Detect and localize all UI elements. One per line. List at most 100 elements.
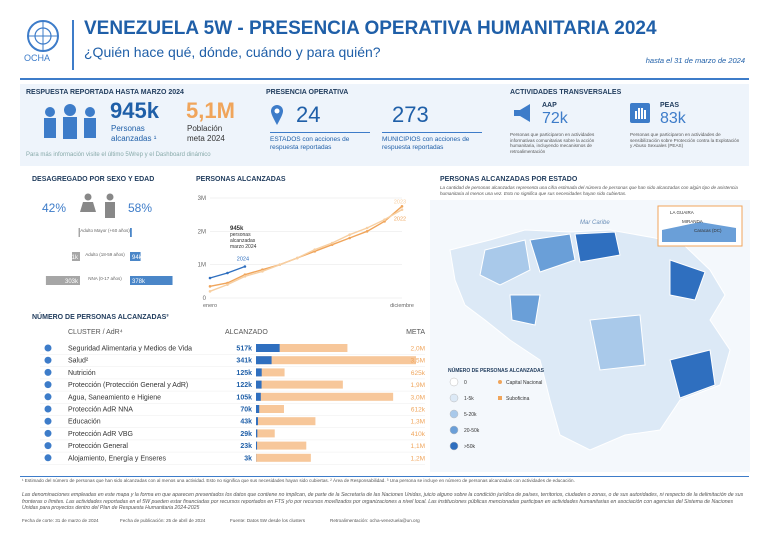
bar: [256, 356, 272, 365]
source: Fuente: Datos 5W desde los clusters: [230, 518, 306, 523]
state: [669, 349, 716, 399]
male-pct: 58%: [128, 201, 153, 215]
age-label: NNA (0-17 años): [88, 276, 122, 281]
point: [208, 276, 212, 280]
title: VENEZUELA 5W - PRESENCIA OPERATIVA HUMAN…: [84, 18, 657, 39]
states: 24: [296, 102, 321, 127]
sex-age-chart: Adulto Mayor (+60 años)13k 16k Adulto (18-…: [45, 228, 173, 285]
line-chart: 0 1M 2M 3M enero diciembre 2022 2023 2024 945kper…: [198, 196, 414, 309]
x-tick-label: enero: [203, 303, 217, 309]
bar: [130, 252, 141, 261]
legend-label: 1-5k: [464, 396, 474, 402]
annotation-value: 945k: [230, 226, 244, 232]
line: [209, 209, 403, 292]
point: [313, 248, 317, 251]
annotation-text: personas alcanzadas marzo 2024: [230, 232, 257, 250]
heading: DESAGREGADO POR SEXO Y EDAD: [32, 176, 155, 183]
disclaimer: Las denominaciones empleadas en este map…: [22, 492, 744, 511]
point: [226, 271, 229, 275]
cluster-name: Seguridad Alimentaria y Medios de Vida: [68, 346, 192, 353]
office-icon: [498, 396, 502, 400]
aap-value: 72k: [542, 110, 568, 127]
value-label: 3,0M: [411, 394, 425, 401]
rule: [20, 78, 749, 80]
annotation: personas alcanzadas marzo 2024: [230, 232, 257, 250]
series-label: 2022: [394, 216, 406, 222]
inset-label: LA GUAIRA: [670, 210, 694, 215]
bar: [256, 405, 260, 413]
inset-label: Caracas (DC): [694, 228, 722, 233]
bar: [256, 368, 262, 377]
value-label: 1,3M: [411, 419, 425, 426]
point: [348, 236, 351, 240]
value-label: 16k: [132, 231, 143, 237]
point: [278, 263, 282, 266]
value-label: 1,9M: [411, 382, 425, 389]
hand-icon: [630, 103, 650, 123]
cluster-icon: [44, 393, 52, 401]
state: [669, 259, 706, 301]
heading: NÚMERO DE PERSONAS ALCANZADAS³: [32, 314, 169, 321]
bar: [256, 453, 311, 462]
target: 5,1M: [186, 98, 235, 123]
peas-text: Personas que participaron en actividades…: [630, 132, 740, 149]
peas-name: PEAS: [660, 102, 680, 109]
legend-swatch: [449, 377, 459, 387]
cluster-icon: [44, 429, 52, 437]
note: Para más información visite el último 5W…: [26, 152, 211, 158]
series-label: 2023: [394, 200, 406, 206]
point: [208, 285, 212, 288]
bar: [256, 392, 394, 401]
sex-icons: [80, 193, 115, 218]
legend-swatch: [449, 409, 459, 419]
feedback: Retroalimentación: ocha-venezuela@un.org: [330, 518, 420, 523]
bar: [256, 441, 307, 450]
municipalities-label: MUNICIPIOS con acciones de respuesta rep…: [382, 136, 470, 151]
legend-swatch: [449, 425, 459, 435]
value-label: 625k: [411, 370, 426, 377]
value-label: 303k: [65, 279, 79, 285]
people-icon: [44, 104, 96, 139]
legend-label: 20-50k: [464, 428, 480, 434]
point: [226, 283, 229, 286]
bar: [256, 392, 261, 401]
cluster-name: Educación: [68, 419, 101, 426]
heading: PERSONAS ALCANZADAS POR ESTADO: [440, 176, 578, 183]
aap-text: Personas que participaron en actividades…: [510, 132, 595, 155]
cluster-icon: [44, 405, 52, 413]
value-label: 1,2M: [411, 455, 425, 462]
point: [365, 226, 369, 230]
legend-swatch: [449, 393, 459, 403]
value-label: 517k: [236, 346, 252, 353]
point: [243, 275, 247, 278]
bar: [256, 405, 284, 413]
col-header: META: [406, 329, 425, 336]
state: [574, 231, 621, 263]
point: [383, 218, 386, 221]
point: [400, 205, 404, 208]
rule: [20, 476, 749, 477]
legend-title: NÚMERO DE PERSONAS ALCANZADAS: [448, 367, 545, 374]
cluster-icon: [44, 356, 52, 364]
cluster-icon: [44, 442, 52, 450]
value-label: 378k: [132, 279, 146, 285]
bar: [256, 417, 258, 426]
rule: [382, 132, 482, 133]
point: [261, 270, 264, 273]
target-label: Población meta 2024: [187, 124, 225, 143]
heading: PRESENCIA OPERATIVA: [266, 89, 349, 96]
value-label: 3k: [244, 455, 252, 462]
bar: [256, 344, 348, 352]
bar: [45, 276, 80, 285]
sea-label: Mar Caribe: [580, 220, 610, 226]
value-label: 122k: [236, 382, 252, 389]
office-label: Suboficina: [506, 396, 530, 402]
y-tick-label: 2M: [198, 229, 206, 235]
bar: [256, 356, 416, 365]
cluster-icon: [44, 454, 52, 462]
value-label: 94k: [132, 255, 143, 261]
state: [479, 239, 531, 286]
cluster-icon: [44, 368, 52, 376]
divider: [72, 20, 74, 70]
bar: [256, 441, 258, 450]
